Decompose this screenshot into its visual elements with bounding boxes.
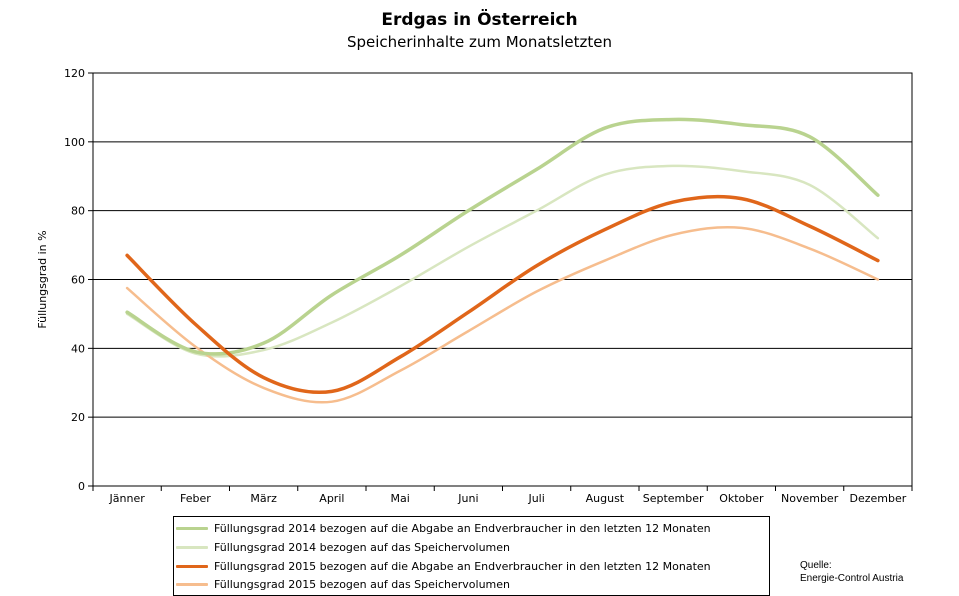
source-note: Quelle: Energie-Control Austria: [800, 559, 903, 585]
y-tick-label: 120: [64, 67, 85, 80]
x-tick-label: August: [586, 492, 625, 505]
legend-swatch-2015-abgabe: [176, 565, 208, 568]
x-tick-label: November: [781, 492, 839, 505]
legend-swatch-2014-abgabe: [176, 527, 208, 530]
y-tick-label: 20: [71, 411, 85, 424]
legend-label: Füllungsgrad 2014 bezogen auf das Speich…: [214, 540, 511, 554]
legend-swatch-2015-volumen: [176, 583, 208, 586]
series-2015-volumen-line: [125, 225, 880, 404]
y-tick-label: 0: [78, 480, 85, 493]
legend: Füllungsgrad 2014 bezogen auf die Abgabe…: [173, 516, 770, 596]
y-axis-label: Füllungsgrad in %: [36, 230, 49, 328]
series-2014-volumen-line: [125, 164, 880, 358]
source-label: Quelle:: [800, 560, 832, 571]
x-tick-label: September: [643, 492, 704, 505]
legend-label: Füllungsgrad 2014 bezogen auf die Abgabe…: [214, 521, 711, 535]
source-name: Energie-Control Austria: [800, 573, 904, 584]
series-2015-abgabe-line: [125, 194, 880, 395]
legend-item-2015-volumen: Füllungsgrad 2015 bezogen auf das Speich…: [176, 575, 511, 593]
y-tick-label: 60: [71, 274, 85, 287]
y-tick-label: 40: [71, 342, 85, 355]
legend-item-2015-abgabe: Füllungsgrad 2015 bezogen auf die Abgabe…: [176, 557, 711, 575]
x-tick-label: Jänner: [109, 492, 146, 505]
chart-subtitle: Speicherinhalte zum Monatsletzten: [346, 33, 613, 51]
x-tick-label: Mai: [390, 492, 409, 505]
legend-label: Füllungsgrad 2015 bezogen auf die Abgabe…: [214, 559, 711, 573]
y-tick-label: 80: [71, 205, 85, 218]
x-tick-label: April: [319, 492, 344, 505]
gridlines: [93, 141, 912, 418]
x-tick-label: Juli: [527, 492, 544, 505]
x-tick-label: Oktober: [719, 492, 764, 505]
y-tick-label: 100: [64, 136, 85, 149]
x-tick-label: März: [250, 492, 277, 505]
series-2014-abgabe-line: [125, 117, 880, 356]
series-lines: [125, 117, 880, 404]
chart-title: Erdgas in Österreich: [381, 10, 578, 30]
x-tick-label: Juni: [457, 492, 478, 505]
y-axis: 0 20 40 60 80 100 120: [64, 67, 93, 493]
legend-item-2014-volumen: Füllungsgrad 2014 bezogen auf das Speich…: [176, 538, 511, 556]
legend-label: Füllungsgrad 2015 bezogen auf das Speich…: [214, 577, 511, 591]
x-axis: Jänner Feber März April Mai Juni Juli August Sep…: [92, 486, 913, 505]
legend-swatch-2014-volumen: [176, 546, 208, 549]
x-tick-label: Feber: [180, 492, 211, 505]
legend-item-2014-abgabe: Füllungsgrad 2014 bezogen auf die Abgabe…: [176, 519, 711, 537]
x-tick-label: Dezember: [849, 492, 906, 505]
